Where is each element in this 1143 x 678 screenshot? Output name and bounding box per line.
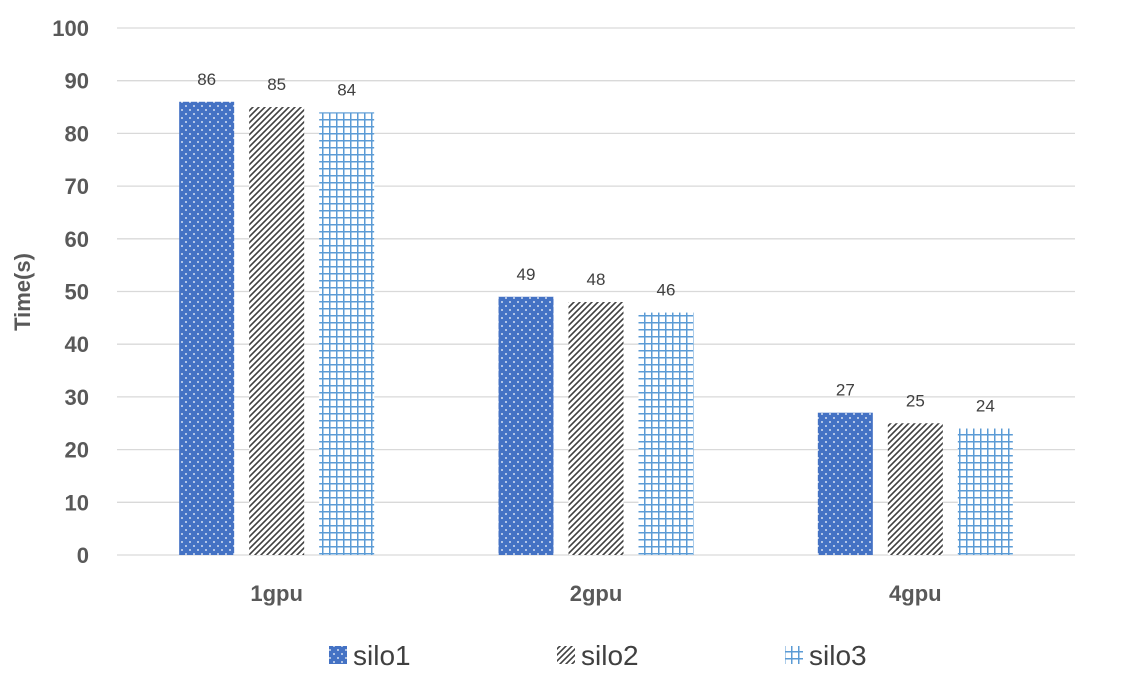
data-labels: 86 85 84 49 48 46 27 25 24 [197, 70, 995, 416]
bar-silo2-1gpu [249, 107, 305, 556]
y-tick-label: 90 [65, 69, 89, 94]
y-tick-label: 50 [65, 280, 89, 305]
legend-label-silo2: silo2 [581, 640, 639, 671]
legend: silo1 silo2 silo3 [329, 640, 867, 671]
y-tick-label: 80 [65, 121, 89, 146]
y-tick-label: 60 [65, 227, 89, 252]
data-label-silo1-1gpu: 86 [197, 70, 216, 89]
y-axis-title: Time(s) [10, 253, 35, 331]
data-label-silo1-2gpu: 49 [517, 265, 536, 284]
y-tick-label: 100 [52, 16, 89, 41]
bar-silo3-1gpu [319, 112, 375, 555]
bar-silo3-4gpu [957, 428, 1013, 555]
data-label-silo3-4gpu: 24 [976, 397, 995, 416]
legend-swatch-silo1 [329, 646, 347, 664]
x-category-label: 4gpu [889, 581, 942, 606]
data-label-silo2-2gpu: 48 [587, 270, 606, 289]
y-tick-label: 30 [65, 385, 89, 410]
legend-label-silo1: silo1 [353, 640, 411, 671]
data-label-silo1-4gpu: 27 [836, 381, 855, 400]
legend-swatch-silo2 [557, 646, 575, 664]
data-label-silo3-2gpu: 46 [657, 281, 676, 300]
data-label-silo2-1gpu: 85 [267, 75, 286, 94]
bar-silo2-2gpu [568, 302, 624, 555]
legend-swatch-silo3 [785, 646, 803, 664]
x-axis-categories: 1gpu 2gpu 4gpu [250, 581, 941, 606]
y-tick-label: 10 [65, 490, 89, 515]
data-label-silo2-4gpu: 25 [906, 391, 925, 410]
y-tick-label: 0 [77, 543, 89, 568]
bar-silo2-4gpu [887, 423, 943, 555]
bar-silo3-2gpu [638, 312, 694, 555]
bars [179, 101, 1013, 556]
x-category-label: 2gpu [570, 581, 623, 606]
bar-silo1-2gpu [498, 296, 554, 555]
bar-silo1-1gpu [179, 101, 235, 555]
legend-label-silo3: silo3 [809, 640, 867, 671]
y-tick-label: 40 [65, 332, 89, 357]
bar-silo1-4gpu [817, 412, 873, 555]
y-tick-label: 70 [65, 174, 89, 199]
x-category-label: 1gpu [250, 581, 303, 606]
y-axis-ticks: 0 10 20 30 40 50 60 70 80 90 100 [52, 16, 89, 568]
y-tick-label: 20 [65, 438, 89, 463]
data-label-silo3-1gpu: 84 [337, 80, 356, 99]
